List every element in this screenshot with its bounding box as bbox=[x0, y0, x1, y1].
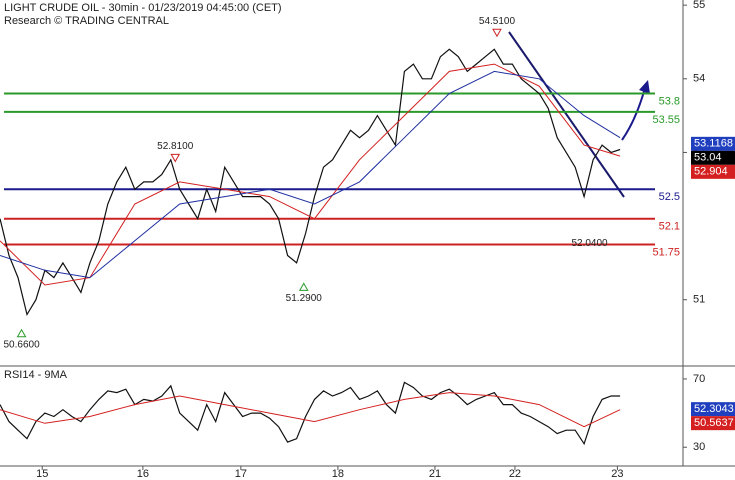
y-tick-label: 55 bbox=[693, 0, 705, 11]
level-label: 53.55 bbox=[652, 114, 680, 126]
level-label: 52.1 bbox=[659, 221, 680, 233]
high-marker bbox=[170, 153, 181, 163]
last-value-box bbox=[691, 164, 735, 179]
last-value-label: 52.904 bbox=[694, 166, 728, 178]
low-label: 51.2900 bbox=[286, 293, 323, 304]
x-tick-label: 23 bbox=[611, 468, 623, 480]
last-value-label: 50.5637 bbox=[694, 417, 734, 429]
x-tick-label: 15 bbox=[36, 468, 48, 480]
chart-subtitle: Research © TRADING CENTRAL bbox=[4, 15, 169, 27]
x-tick-label: 21 bbox=[429, 468, 441, 480]
series-line bbox=[0, 381, 621, 446]
high-label: 52.8100 bbox=[157, 141, 194, 152]
series-line bbox=[0, 70, 621, 279]
last-value-box bbox=[691, 402, 735, 417]
last-value-label: 53.04 bbox=[694, 152, 722, 164]
y-tick-label: 70 bbox=[693, 373, 705, 385]
y-tick-label: 30 bbox=[693, 441, 705, 453]
low-marker bbox=[16, 328, 27, 338]
last-value-label: 53.1168 bbox=[694, 138, 733, 150]
series-line bbox=[0, 63, 621, 286]
x-tick-label: 17 bbox=[235, 468, 247, 480]
low-marker bbox=[298, 282, 309, 291]
low-label: 50.6600 bbox=[3, 339, 40, 350]
chart-title: LIGHT CRUDE OIL - 30min - 01/23/2019 04:… bbox=[4, 2, 282, 14]
forecast-arrowhead bbox=[639, 80, 650, 94]
level-label: 52.5 bbox=[659, 191, 680, 203]
low-label: 52.0400 bbox=[571, 238, 608, 249]
series-line bbox=[0, 392, 621, 428]
rsi-title: RSI14 - 9MA bbox=[4, 369, 68, 381]
series-line bbox=[0, 48, 621, 317]
x-tick-label: 16 bbox=[137, 468, 149, 480]
high-label: 54.5100 bbox=[479, 16, 516, 27]
high-marker bbox=[492, 28, 502, 38]
level-label: 53.8 bbox=[659, 95, 680, 107]
last-value-label: 52.3043 bbox=[694, 403, 734, 415]
last-value-box bbox=[691, 150, 735, 165]
last-value-box bbox=[691, 416, 735, 431]
x-tick-label: 22 bbox=[509, 468, 521, 480]
last-value-box bbox=[691, 136, 735, 151]
y-tick-label: 54 bbox=[693, 73, 705, 85]
trend-line bbox=[508, 31, 625, 198]
y-tick-label: 51 bbox=[693, 294, 705, 306]
level-label: 51.75 bbox=[652, 246, 680, 258]
x-tick-label: 18 bbox=[332, 468, 344, 480]
